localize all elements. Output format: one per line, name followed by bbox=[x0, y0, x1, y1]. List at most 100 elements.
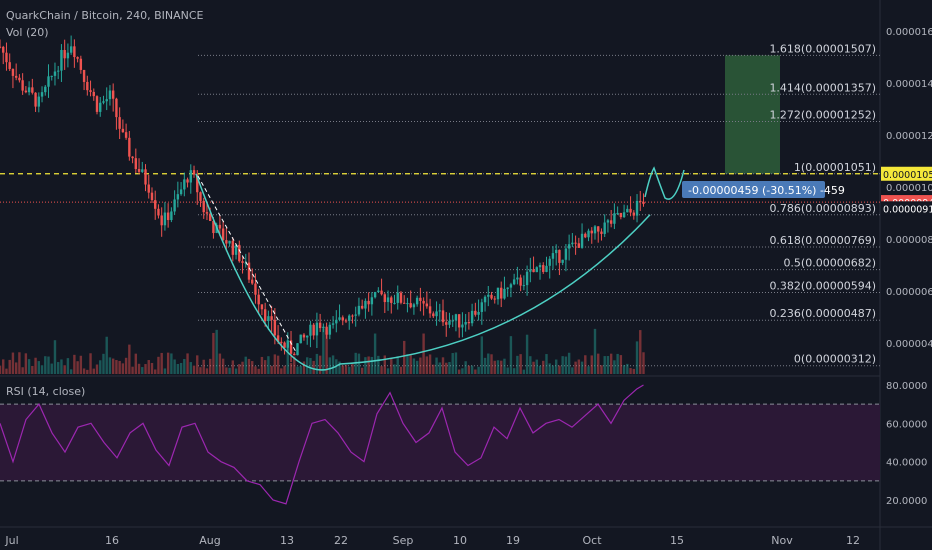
volume-bar bbox=[626, 363, 629, 374]
candle-body bbox=[360, 305, 364, 309]
candle-body bbox=[179, 189, 183, 195]
volume-bar bbox=[538, 365, 542, 374]
candle-body bbox=[260, 304, 264, 310]
candle-body bbox=[535, 267, 538, 273]
volume-bar bbox=[11, 352, 15, 374]
candle-body bbox=[166, 212, 170, 221]
candle-body bbox=[225, 240, 228, 244]
time-tick-label: Oct bbox=[582, 534, 602, 547]
candle-body bbox=[289, 340, 293, 354]
candle-body bbox=[409, 303, 412, 308]
volume-bar bbox=[419, 357, 422, 374]
candle-body bbox=[283, 342, 286, 348]
symbol-title[interactable]: QuarkChain / Bitcoin, 240, BINANCE bbox=[6, 9, 204, 22]
candle-body bbox=[496, 287, 500, 300]
candle-body bbox=[322, 326, 325, 329]
candle-body bbox=[8, 62, 11, 69]
volume-bar bbox=[118, 360, 121, 374]
volume-bar bbox=[134, 353, 138, 374]
volume-bar bbox=[212, 332, 215, 374]
candle-body bbox=[483, 296, 487, 303]
price-tick-label: 0.00000800 bbox=[886, 235, 932, 246]
volume-bar bbox=[409, 355, 412, 374]
volume-bar bbox=[73, 354, 76, 374]
candle-body bbox=[57, 70, 60, 72]
volume-bar bbox=[92, 368, 95, 374]
volume-bar bbox=[260, 356, 264, 374]
candle-body bbox=[354, 314, 357, 316]
price-tick-label: 0.00001200 bbox=[886, 131, 932, 142]
volume-bar bbox=[95, 364, 99, 374]
volume-bar bbox=[548, 363, 551, 374]
candle-body bbox=[115, 98, 118, 118]
volume-bar bbox=[364, 357, 367, 374]
volume-bar bbox=[535, 359, 538, 374]
volume-bar bbox=[512, 368, 516, 374]
candle-body bbox=[318, 322, 322, 329]
candle-body bbox=[542, 265, 545, 272]
candle-body bbox=[370, 297, 374, 305]
volume-bar bbox=[196, 355, 199, 374]
candle-body bbox=[47, 76, 50, 87]
candle-body bbox=[580, 233, 584, 248]
volume-bar bbox=[367, 356, 370, 374]
candle-body bbox=[506, 287, 509, 289]
time-tick-label: Aug bbox=[199, 534, 220, 547]
volume-bar bbox=[263, 360, 267, 374]
candle-body bbox=[111, 90, 115, 99]
volume-bar bbox=[238, 364, 241, 374]
candle-body bbox=[218, 224, 222, 229]
volume-bar bbox=[474, 369, 477, 374]
candle-body bbox=[108, 90, 112, 100]
volume-bar bbox=[60, 359, 63, 374]
volume-bar bbox=[76, 361, 79, 374]
candle-body bbox=[150, 192, 154, 201]
target-box bbox=[725, 55, 780, 174]
candle-body bbox=[564, 248, 568, 260]
projection-curve bbox=[644, 166, 685, 200]
candle-body bbox=[11, 68, 15, 76]
volume-bar bbox=[516, 355, 519, 374]
volume-bar bbox=[154, 369, 157, 374]
candle-body bbox=[31, 87, 34, 93]
candle-body bbox=[302, 334, 306, 338]
volume-bar bbox=[286, 340, 289, 374]
fib-level-label: 0.786(0.00000893) bbox=[769, 202, 876, 215]
volume-bar bbox=[276, 355, 280, 374]
candle-body bbox=[422, 300, 425, 304]
volume-bar bbox=[124, 357, 128, 374]
volume-bar bbox=[441, 357, 445, 374]
measure-label: -0.00000459 (-30.51%) -459 bbox=[688, 184, 845, 197]
candle-body bbox=[574, 242, 577, 244]
price-badge-bg bbox=[881, 201, 932, 216]
volume-bar bbox=[328, 357, 332, 374]
volume-bar bbox=[69, 369, 73, 374]
time-tick-label: 13 bbox=[280, 534, 294, 547]
volume-bar bbox=[600, 365, 603, 374]
volume-bar bbox=[493, 360, 496, 374]
candle-body bbox=[163, 212, 167, 226]
rsi-tick-label: 60.0000 bbox=[886, 419, 927, 430]
candle-body bbox=[176, 194, 180, 200]
volume-bar bbox=[31, 365, 34, 374]
candle-body bbox=[18, 77, 21, 81]
candle-body bbox=[69, 46, 73, 53]
volume-bar bbox=[312, 360, 315, 374]
volume-bar bbox=[199, 367, 202, 374]
volume-bar bbox=[18, 352, 21, 374]
volume-bar bbox=[428, 354, 432, 374]
volume-bar bbox=[561, 356, 564, 374]
candle-body bbox=[522, 285, 526, 287]
volume-bar bbox=[454, 352, 458, 374]
volume-bar bbox=[221, 358, 225, 374]
volume-bar bbox=[445, 362, 448, 374]
volume-indicator-label[interactable]: Vol (20) bbox=[6, 26, 49, 39]
rsi-indicator-label[interactable]: RSI (14, close) bbox=[6, 385, 86, 398]
volume-bar bbox=[89, 353, 92, 374]
candle-body bbox=[587, 230, 590, 238]
volume-bar bbox=[564, 356, 568, 374]
volume-bar bbox=[532, 361, 535, 374]
